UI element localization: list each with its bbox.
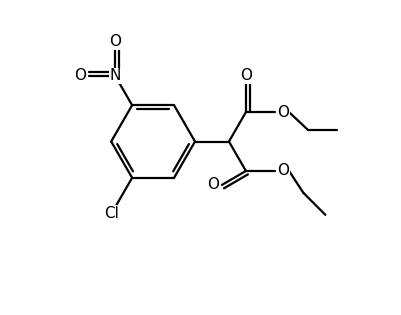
Text: O: O	[109, 34, 121, 49]
Text: N: N	[109, 68, 121, 83]
Text: O: O	[277, 105, 289, 120]
Text: O: O	[239, 68, 251, 83]
Text: O: O	[277, 163, 289, 178]
Text: O: O	[207, 177, 219, 192]
Text: Cl: Cl	[103, 206, 118, 221]
Text: O: O	[74, 68, 86, 83]
